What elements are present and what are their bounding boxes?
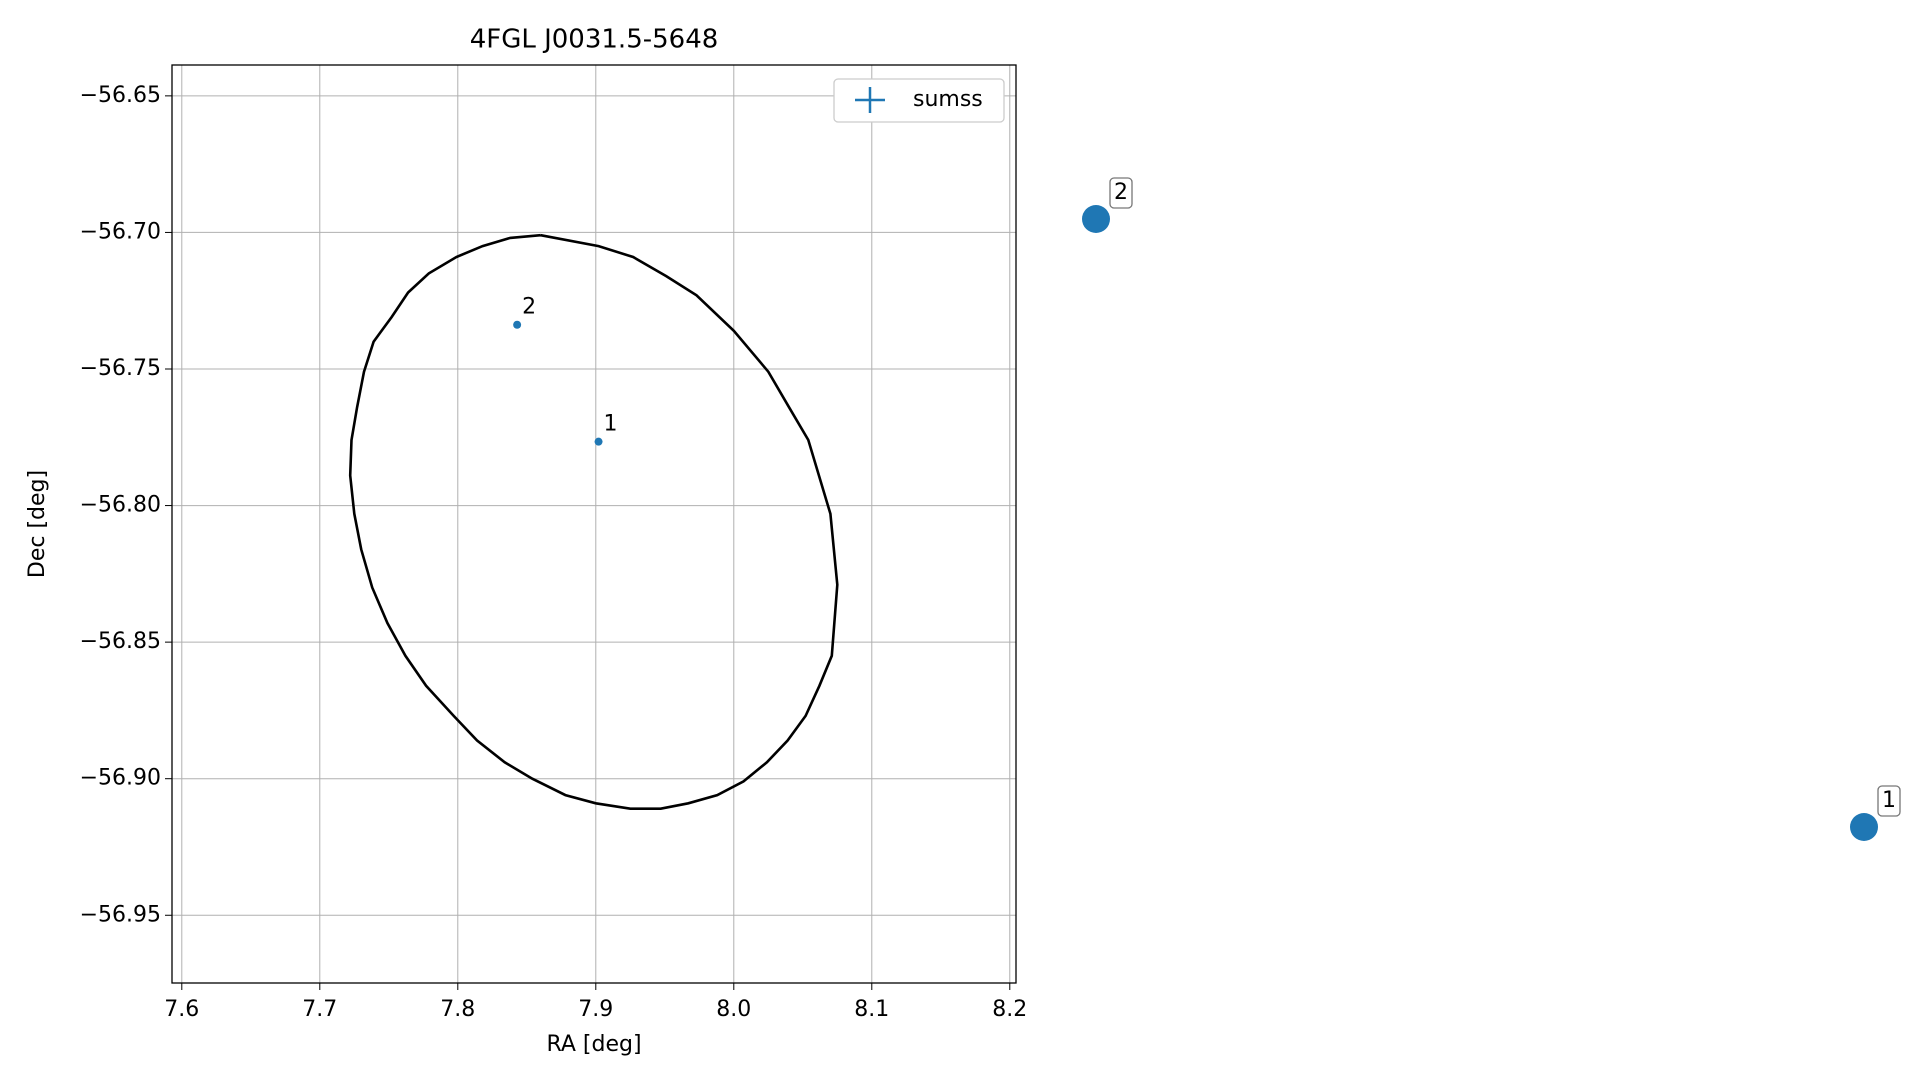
point-label: 1: [604, 412, 618, 437]
legend: sumss: [833, 78, 1005, 123]
callout-box: [1877, 785, 1901, 817]
callout-label: 2: [1114, 180, 1128, 205]
plot-frame: [171, 64, 1017, 984]
legend-label: sumss: [913, 87, 983, 112]
x-tick-label: 8.0: [716, 997, 751, 1022]
callout-marker: [1082, 205, 1110, 233]
y-tick-label: −56.85: [80, 629, 161, 654]
scatter-point: [594, 437, 603, 446]
scatter-point: [513, 320, 522, 329]
x-axis-label: RA [deg]: [546, 1032, 641, 1057]
y-tick-label: −56.90: [80, 766, 161, 791]
callout-label: 1: [1882, 788, 1896, 813]
x-tick-label: 8.1: [854, 997, 889, 1022]
y-tick-label: −56.95: [80, 902, 161, 927]
y-tick-label: −56.80: [80, 493, 161, 518]
x-tick-label: 7.8: [440, 997, 475, 1022]
y-tick-label: −56.75: [80, 356, 161, 381]
y-axis-label: Dec [deg]: [25, 470, 50, 578]
error-ellipse: [348, 233, 839, 810]
callout-box: [1109, 177, 1133, 209]
y-tick-label: −56.65: [80, 83, 161, 108]
chart-title: 4FGL J0031.5-5648: [470, 25, 719, 55]
x-tick-label: 8.2: [992, 997, 1027, 1022]
x-tick-label: 7.6: [164, 997, 199, 1022]
x-tick-label: 7.7: [302, 997, 337, 1022]
legend-frame: [833, 78, 1005, 123]
callout-marker: [1850, 813, 1878, 841]
y-tick-label: −56.70: [80, 219, 161, 244]
point-label: 2: [522, 295, 536, 320]
x-tick-label: 7.9: [578, 997, 613, 1022]
